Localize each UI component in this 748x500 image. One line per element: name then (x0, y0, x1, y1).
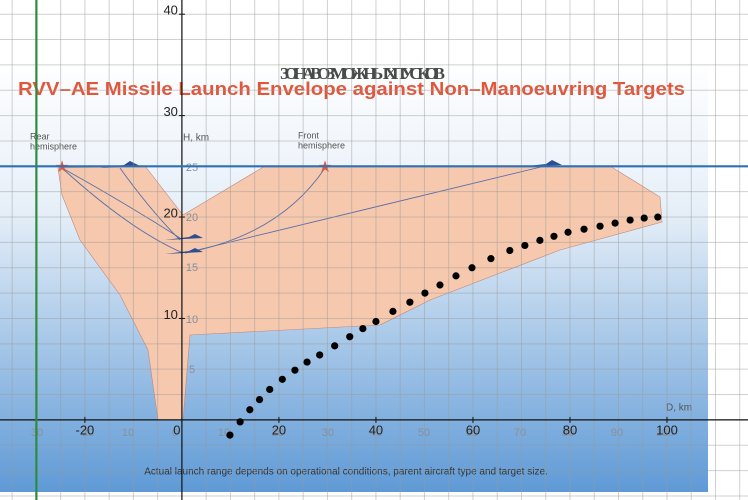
point (359, 325, 367, 333)
footnote: Actual launch range depends on operation… (144, 467, 548, 478)
image-y-label: 20 (186, 212, 198, 224)
russian-title: ЗОНА ВОЗМОЖНЫХ ПУСКОВ (280, 64, 445, 83)
point (278, 375, 286, 383)
image-x-label: 50 (418, 427, 430, 439)
x-tick-label: 0 (173, 422, 180, 437)
rear-label: hemisphere (30, 141, 77, 151)
image-y-label: 15 (186, 262, 198, 274)
point (291, 366, 299, 374)
point (580, 225, 588, 233)
d-axis-label: D, km (666, 403, 692, 414)
point (468, 264, 476, 272)
point (236, 418, 244, 426)
image-x-label: 40 (370, 427, 382, 439)
point (406, 298, 414, 306)
point (654, 213, 662, 221)
image-x-label: 10 (122, 427, 134, 439)
point (255, 395, 264, 404)
stars: ★ ★ (55, 159, 332, 176)
rear-label: Rear (30, 131, 50, 141)
image-x-label: 0 (172, 427, 178, 439)
y-tick-label: 40 (163, 3, 177, 18)
front-label: Front (298, 130, 320, 140)
image-x-label: 60 (466, 427, 478, 439)
image-y-label: 10 (186, 314, 198, 326)
image-x-label: 100 (656, 427, 674, 439)
image-x-label: 70 (514, 427, 526, 439)
point (389, 307, 397, 315)
image-y-label: 25 (186, 162, 198, 174)
point (436, 281, 444, 289)
image-x-label: 20 (82, 427, 94, 439)
point (246, 406, 254, 414)
point (346, 333, 354, 341)
background-image: ★ ★ ЗОНА ВОЗМОЖНЫХ ПУСКОВ RVV–AE Missile… (0, 60, 708, 492)
image-title: RVV–AE Missile Launch Envelope against N… (18, 79, 685, 99)
image-x-label: 30 (322, 427, 334, 439)
svg-text:★: ★ (318, 159, 332, 176)
point (372, 317, 380, 326)
envelope (57, 165, 663, 421)
image-y-label: 5 (189, 364, 195, 376)
x-tick-label: 100 (656, 422, 678, 437)
point (303, 358, 311, 366)
x-tick-label: 80 (563, 422, 577, 437)
point (316, 351, 324, 359)
x-tick-label: -20 (75, 422, 94, 437)
point (564, 228, 572, 236)
y-tick-label: 20 (163, 205, 177, 220)
point (626, 216, 634, 224)
point (452, 272, 460, 280)
point (640, 214, 648, 222)
point (596, 222, 604, 230)
h-axis-label: H, km (183, 133, 209, 144)
point (550, 232, 558, 240)
svg-text:★: ★ (55, 159, 69, 176)
point (536, 236, 544, 244)
point (421, 289, 429, 297)
trajectories (61, 165, 546, 254)
image-x-label: 20 (272, 427, 284, 439)
point (521, 241, 529, 250)
x-tick-label: 40 (369, 422, 383, 437)
front-label: hemisphere (298, 140, 345, 150)
x-tick-label: 20 (272, 422, 286, 437)
x-tick-label: 60 (466, 422, 480, 437)
point (226, 431, 234, 439)
image-x-label: 90 (611, 427, 623, 439)
point (266, 385, 274, 394)
point (331, 342, 339, 350)
image-x-label: 80 (562, 427, 574, 439)
point (506, 246, 514, 255)
point (611, 219, 619, 227)
y-tick-label: 10 (163, 307, 177, 322)
point (487, 255, 495, 263)
y-tick-label: 30 (163, 104, 177, 119)
